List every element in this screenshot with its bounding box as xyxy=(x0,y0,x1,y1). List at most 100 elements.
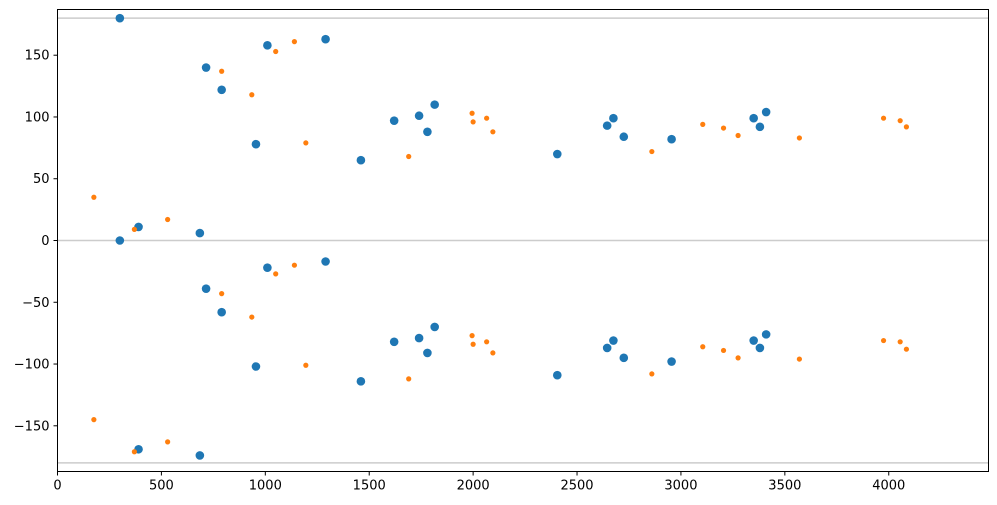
x-tick-label: 1000 xyxy=(249,479,282,494)
data-point xyxy=(700,121,706,127)
data-point xyxy=(219,291,225,297)
data-point xyxy=(470,119,476,125)
data-point xyxy=(423,127,432,137)
data-point xyxy=(602,343,612,353)
data-point xyxy=(552,370,562,380)
data-point xyxy=(755,343,765,353)
data-point xyxy=(761,330,771,339)
data-point xyxy=(602,121,612,130)
data-point xyxy=(389,116,399,125)
data-point xyxy=(423,348,432,358)
data-point xyxy=(414,111,424,121)
data-point xyxy=(91,417,97,423)
data-point xyxy=(291,39,298,45)
data-point xyxy=(291,262,298,268)
y-tick-label: −150 xyxy=(14,419,50,434)
data-point xyxy=(796,135,802,141)
data-point xyxy=(356,155,366,165)
data-point xyxy=(897,339,903,345)
data-point xyxy=(619,353,629,363)
data-point xyxy=(609,113,618,123)
data-point xyxy=(195,451,205,460)
data-point xyxy=(263,263,272,272)
data-point xyxy=(414,333,424,343)
data-series xyxy=(91,13,910,460)
data-point xyxy=(251,362,261,371)
x-tick-label: 3500 xyxy=(768,479,801,494)
series-2 xyxy=(91,39,910,455)
x-tick-label: 0 xyxy=(53,479,61,494)
x-tick-label: 3000 xyxy=(664,479,697,494)
data-point xyxy=(356,377,366,386)
data-point xyxy=(430,322,439,332)
data-point xyxy=(761,107,771,117)
x-tick-label: 500 xyxy=(149,479,174,494)
y-tick-label: 50 xyxy=(33,172,50,187)
data-point xyxy=(490,129,496,135)
data-point xyxy=(796,356,802,362)
data-point xyxy=(700,344,706,350)
reference-lines xyxy=(57,17,989,464)
data-point xyxy=(251,139,261,149)
data-point xyxy=(897,118,903,124)
data-point xyxy=(115,236,125,245)
data-point xyxy=(720,125,727,131)
data-point xyxy=(619,132,629,142)
x-axis: 0 500 1000 1500 2000 2500 3000 3500 4000 xyxy=(53,471,905,494)
data-point xyxy=(880,337,887,344)
data-point xyxy=(195,228,205,238)
y-tick-label: 0 xyxy=(41,234,49,249)
x-tick-label: 1500 xyxy=(353,479,386,494)
data-point xyxy=(735,355,741,361)
y-tick-label: −100 xyxy=(14,358,50,373)
data-point xyxy=(552,149,562,159)
data-point xyxy=(406,376,412,382)
data-point xyxy=(165,216,171,223)
data-point xyxy=(303,140,309,146)
data-point xyxy=(649,148,655,155)
data-point xyxy=(903,346,910,352)
data-point xyxy=(755,122,765,132)
y-tick-label: −50 xyxy=(22,296,49,311)
x-tick-label: 4000 xyxy=(872,479,905,494)
data-point xyxy=(749,113,758,123)
data-point xyxy=(406,153,412,160)
data-point xyxy=(201,63,211,72)
data-point xyxy=(649,371,655,377)
y-axis: −150 −100 −50 0 50 100 150 xyxy=(14,49,58,434)
data-point xyxy=(749,336,758,345)
data-point xyxy=(131,449,137,455)
y-tick-label: 100 xyxy=(25,110,50,125)
data-point xyxy=(389,337,399,347)
data-point xyxy=(303,362,309,368)
data-point xyxy=(165,439,171,445)
data-point xyxy=(484,339,490,345)
data-point xyxy=(720,347,727,354)
data-point xyxy=(609,336,618,345)
data-point xyxy=(469,333,475,339)
data-point xyxy=(217,307,226,317)
series-1 xyxy=(115,13,771,460)
data-point xyxy=(115,13,125,23)
x-tick-label: 2000 xyxy=(457,479,490,494)
data-point xyxy=(430,100,439,109)
data-point xyxy=(903,124,910,130)
data-point xyxy=(470,341,476,347)
data-point xyxy=(880,115,887,121)
data-point xyxy=(490,350,496,356)
data-point xyxy=(273,48,279,55)
data-point xyxy=(91,194,97,200)
data-point xyxy=(263,41,272,50)
data-point xyxy=(273,271,279,277)
data-point xyxy=(249,314,255,320)
x-tick-label: 2500 xyxy=(560,479,593,494)
data-point xyxy=(667,357,676,366)
data-point xyxy=(484,115,490,121)
data-point xyxy=(667,134,676,144)
data-point xyxy=(321,257,330,266)
y-tick-label: 150 xyxy=(25,49,50,64)
data-point xyxy=(217,85,226,95)
data-point xyxy=(201,284,211,293)
data-point xyxy=(469,110,475,116)
data-point xyxy=(735,132,741,139)
